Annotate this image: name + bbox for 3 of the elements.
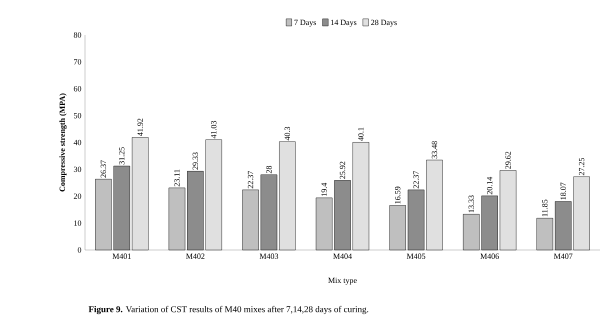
text: Figure 9. Variation of CST results of M40 mixes after 7,14,28 days of curing.: [88, 306, 368, 314]
bar: [132, 137, 148, 250]
bar: [536, 218, 554, 250]
